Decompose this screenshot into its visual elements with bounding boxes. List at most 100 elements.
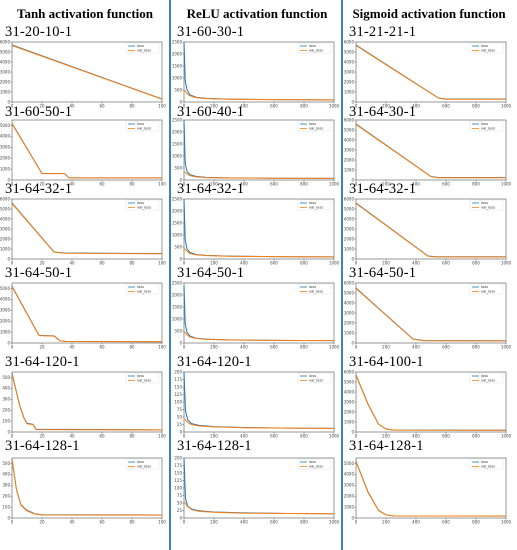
y-tick-label: 0 (7, 256, 10, 261)
legend-label: val_loss (309, 465, 323, 469)
y-tick-label: 4000 (344, 59, 355, 64)
legend (125, 372, 160, 384)
x-tick-label: 60 (99, 182, 105, 187)
legend (297, 372, 332, 384)
legend-label: loss (481, 285, 488, 289)
x-tick-label: 0 (11, 261, 14, 266)
y-tick-label: 1500 (172, 141, 183, 146)
y-tick-label: 1000 (344, 167, 355, 172)
x-tick-label: 40 (69, 261, 75, 266)
column-2: Sigmoid activation function 31-21-21-1 0 10… (344, 0, 514, 550)
x-tick-label: 1000 (501, 434, 512, 439)
x-tick-label: 200 (210, 434, 218, 439)
column-separator (169, 0, 171, 550)
legend-label: val_loss (309, 290, 323, 294)
x-tick-label: 100 (158, 261, 166, 266)
legend-label: val_loss (137, 290, 151, 294)
x-tick-label: 200 (210, 345, 218, 350)
plot-frame (183, 282, 335, 344)
y-tick-label: 75 (177, 407, 183, 412)
y-tick-label: 0 (351, 340, 354, 345)
loss-chart: 0 500 1000 1500 2000 2500 0 200 400 600 800 1000 los… (172, 117, 340, 187)
legend-label: loss (137, 122, 144, 126)
legend-label: loss (137, 201, 144, 205)
panel-label: 31-64-32-1 (177, 181, 245, 197)
y-tick-label: 200 (174, 369, 182, 374)
x-tick-label: 800 (300, 261, 308, 266)
loss-chart: 0 1000 2000 3000 4000 5000 6000 0 20 40 60 80 100 los… (0, 196, 166, 266)
x-tick-label: 60 (99, 104, 105, 109)
legend-label: val_loss (309, 127, 323, 131)
x-tick-label: 80 (129, 434, 135, 439)
x-tick-label: 0 (11, 104, 14, 109)
y-tick-label: 1000 (344, 330, 355, 335)
legend (297, 42, 332, 54)
y-tick-label: 2000 (0, 79, 10, 84)
x-tick-label: 0 (355, 182, 358, 187)
x-tick-label: 200 (210, 520, 218, 525)
legend-label: loss (309, 201, 316, 205)
x-tick-label: 400 (240, 104, 248, 109)
x-tick-label: 800 (472, 520, 480, 525)
legend-label: loss (481, 122, 488, 126)
x-tick-label: 0 (11, 182, 14, 187)
y-tick-label: 2500 (172, 39, 183, 44)
panel-label: 31-64-128-1 (177, 438, 252, 454)
y-tick-label: 3000 (0, 145, 10, 150)
legend-label: loss (137, 460, 144, 464)
x-tick-label: 600 (442, 182, 450, 187)
y-tick-label: 5000 (344, 127, 355, 132)
legend (125, 199, 160, 211)
x-tick-label: 600 (442, 434, 450, 439)
x-tick-label: 800 (472, 182, 480, 187)
y-tick-label: 6000 (344, 369, 355, 374)
x-tick-label: 400 (412, 182, 420, 187)
y-tick-label: 2000 (0, 236, 10, 241)
x-tick-label: 40 (69, 345, 75, 350)
series-line-val-loss (11, 459, 163, 516)
y-tick-label: 3000 (344, 483, 355, 488)
series-line-val-loss (11, 203, 163, 255)
x-tick-label: 800 (472, 104, 480, 109)
legend-label: loss (481, 374, 488, 378)
y-tick-label: 100 (2, 418, 10, 423)
legend-label: val_loss (481, 465, 495, 469)
x-tick-label: 60 (99, 434, 105, 439)
x-tick-label: 20 (39, 182, 45, 187)
y-tick-label: 1000 (172, 232, 183, 237)
x-tick-label: 0 (183, 520, 186, 525)
series-line-val-loss (183, 89, 335, 101)
panel-label: 31-64-50-1 (5, 265, 73, 281)
x-tick-label: 100 (158, 104, 166, 109)
y-tick-label: 3000 (0, 69, 10, 74)
x-tick-label: 800 (300, 520, 308, 525)
x-tick-label: 40 (69, 182, 75, 187)
y-tick-label: 200 (2, 493, 10, 498)
y-tick-label: 0 (7, 99, 10, 104)
y-tick-label: 300 (2, 397, 10, 402)
x-tick-label: 1000 (501, 182, 512, 187)
y-tick-label: 2000 (344, 493, 355, 498)
loss-chart: 0 1000 2000 3000 4000 5000 6000 0 200 400 600 800 10… (344, 196, 512, 266)
x-tick-label: 1000 (501, 261, 512, 266)
panel-label: 31-60-30-1 (177, 24, 245, 40)
x-tick-label: 0 (183, 182, 186, 187)
y-tick-label: 3000 (344, 310, 355, 315)
panel-label: 31-64-50-1 (349, 265, 417, 281)
x-tick-label: 1000 (329, 345, 340, 350)
legend-label: loss (481, 201, 488, 205)
y-tick-label: 2500 (172, 280, 183, 285)
y-tick-label: 0 (351, 177, 354, 182)
x-tick-label: 0 (355, 520, 358, 525)
panel-label: 31-64-128-1 (5, 438, 80, 454)
y-tick-label: 5000 (0, 206, 10, 211)
y-tick-label: 2000 (344, 409, 355, 414)
y-tick-label: 1000 (172, 316, 183, 321)
y-tick-label: 4000 (344, 472, 355, 477)
y-tick-label: 25 (177, 508, 183, 513)
y-tick-label: 125 (174, 478, 182, 483)
x-tick-label: 400 (240, 434, 248, 439)
x-tick-label: 200 (210, 104, 218, 109)
series-line-val-loss (355, 461, 507, 517)
series-line-val-loss (355, 288, 507, 342)
